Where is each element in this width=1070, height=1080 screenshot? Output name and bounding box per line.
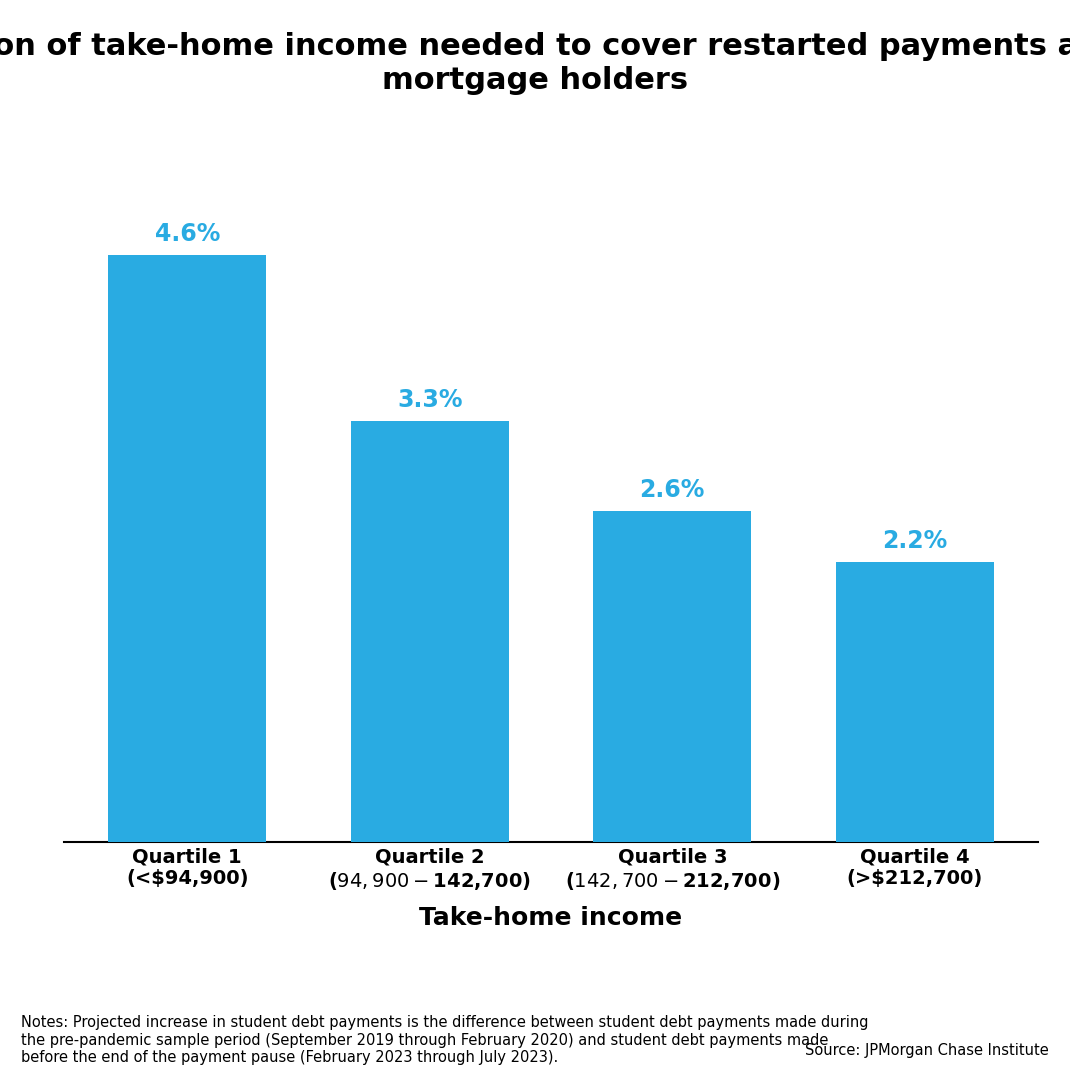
Text: Notes: Projected increase in student debt payments is the difference between stu: Notes: Projected increase in student deb… bbox=[21, 1015, 869, 1065]
Text: 3.3%: 3.3% bbox=[397, 389, 462, 413]
X-axis label: Take-home income: Take-home income bbox=[419, 905, 683, 930]
Text: 2.2%: 2.2% bbox=[882, 529, 947, 553]
Text: Fraction of take-home income needed to cover restarted payments among
mortgage h: Fraction of take-home income needed to c… bbox=[0, 32, 1070, 95]
Bar bbox=[351, 421, 508, 842]
Bar bbox=[108, 255, 266, 842]
Text: 2.6%: 2.6% bbox=[640, 477, 705, 501]
Text: 4.6%: 4.6% bbox=[154, 222, 220, 246]
Bar bbox=[594, 511, 751, 842]
Text: Source: JPMorgan Chase Institute: Source: JPMorgan Chase Institute bbox=[805, 1043, 1049, 1058]
Bar bbox=[836, 562, 994, 842]
